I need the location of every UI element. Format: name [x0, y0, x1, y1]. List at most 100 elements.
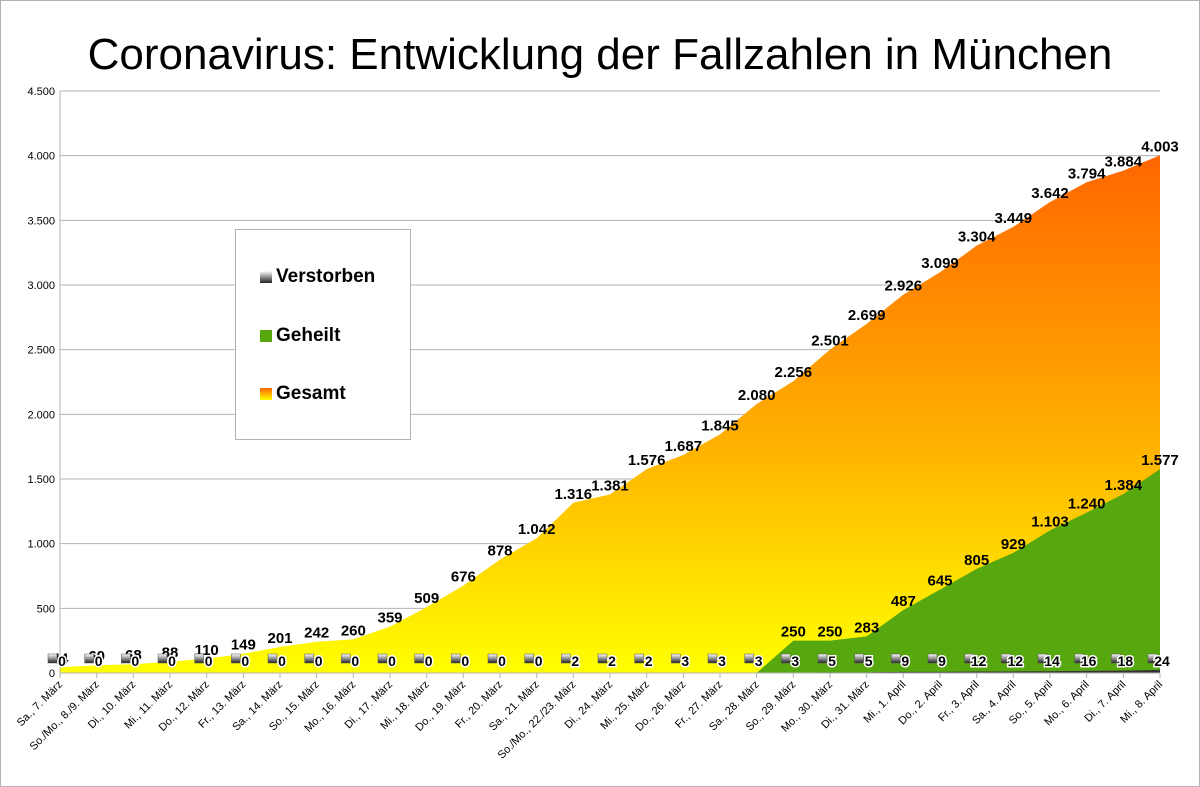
marker-verstorben: [157, 653, 168, 664]
data-label-verstorben: 12: [971, 653, 987, 669]
y-tick-label: 2.000: [27, 409, 55, 421]
data-labels: 44 60 68 88 110 149 201 242 2603595096768781.042…: [47, 138, 1179, 671]
data-label-verstorben: 9: [938, 653, 946, 669]
data-label-verstorben: 0: [95, 653, 103, 669]
data-label-verstorben: 0: [58, 653, 66, 669]
data-label-gesamt: 878: [487, 542, 512, 559]
data-label-geheilt: 250: [817, 624, 842, 641]
data-label-verstorben: 0: [498, 653, 506, 669]
data-label-gesamt: 1.687: [665, 438, 703, 455]
y-tick-label: 0: [49, 668, 55, 680]
data-label-verstorben: 2: [608, 653, 616, 669]
data-label-verstorben: 0: [425, 653, 433, 669]
marker-verstorben: [744, 653, 754, 664]
data-label-gesamt: 4.003: [1141, 138, 1179, 155]
data-label-verstorben: 12: [1008, 653, 1024, 669]
marker-verstorben: [487, 653, 498, 664]
data-label-geheilt: 645: [927, 573, 952, 590]
data-label-gesamt: 1.845: [701, 417, 739, 434]
marker-verstorben: [194, 653, 204, 664]
y-tick-label: 1.000: [27, 539, 55, 551]
legend-item-gesamt: Gesamt: [260, 383, 346, 405]
data-label-gesamt: 3.099: [921, 255, 959, 272]
data-label-verstorben: 5: [828, 653, 836, 669]
marker-verstorben: [597, 653, 608, 664]
data-label-gesamt: 242: [304, 625, 329, 642]
data-label-geheilt: 1.577: [1141, 452, 1179, 469]
data-label-gesamt: 1.576: [628, 452, 666, 469]
data-label-verstorben: 16: [1081, 653, 1097, 669]
data-label-gesamt: 676: [451, 569, 476, 586]
data-label-geheilt: 805: [964, 552, 989, 569]
marker-verstorben: [1111, 653, 1121, 664]
data-label-verstorben: 0: [315, 653, 323, 669]
marker-verstorben: [47, 653, 58, 664]
data-label-gesamt: 1.316: [555, 486, 593, 503]
data-label-geheilt: 250: [781, 624, 806, 641]
marker-verstorben: [927, 653, 938, 664]
series-area-geheilt: [60, 469, 1160, 673]
data-label-gesamt: 2.256: [775, 364, 813, 381]
marker-verstorben: [781, 653, 791, 664]
data-label-verstorben: 3: [681, 653, 689, 669]
data-label-verstorben: 5: [865, 653, 873, 669]
legend-swatch-verstorben: [260, 271, 272, 283]
data-label-verstorben: 0: [351, 653, 359, 669]
data-label-gesamt: 2.501: [811, 333, 849, 350]
legend-label-gesamt: Gesamt: [276, 383, 346, 404]
legend-label-verstorben: Verstorben: [276, 266, 376, 287]
data-label-gesamt: 1.381: [591, 477, 629, 494]
legend-swatch-gesamt: [260, 388, 272, 400]
data-label-gesamt: 2.699: [848, 307, 886, 324]
data-label-geheilt: 1.240: [1068, 496, 1106, 513]
data-label-gesamt: 2.926: [885, 278, 923, 295]
data-label-verstorben: 0: [461, 653, 469, 669]
data-label-verstorben: 0: [205, 653, 213, 669]
data-label-verstorben: 2: [571, 653, 579, 669]
legend-label-geheilt: Geheilt: [276, 325, 341, 346]
chart-title: Coronavirus: Entwicklung der Fallzahlen …: [87, 30, 1113, 79]
data-label-verstorben: 3: [718, 653, 726, 669]
data-label-gesamt: 3.642: [1031, 185, 1069, 202]
y-tick-label: 500: [37, 603, 55, 615]
data-label-gesamt: 260: [341, 622, 366, 639]
legend: Verstorben Geheilt Gesamt: [235, 229, 411, 440]
y-tick-label: 3.000: [27, 280, 55, 292]
y-tick-label: 1.500: [27, 474, 55, 486]
marker-verstorben: [561, 653, 571, 664]
data-label-gesamt: 201: [267, 630, 292, 647]
data-label-verstorben: 0: [131, 653, 139, 669]
marker-verstorben: [817, 653, 828, 664]
y-tick-label: 4.500: [27, 86, 55, 98]
series-area-gesamt: [60, 155, 1160, 673]
marker-verstorben: [891, 653, 901, 664]
marker-verstorben: [854, 653, 864, 664]
marker-verstorben: [634, 653, 644, 664]
data-label-gesamt: 3.304: [958, 229, 996, 246]
marker-verstorben: [231, 653, 241, 664]
y-tick-label: 4.000: [27, 151, 55, 163]
data-label-verstorben: 3: [791, 653, 799, 669]
data-label-verstorben: 2: [645, 653, 653, 669]
marker-verstorben: [671, 653, 681, 664]
marker-verstorben: [707, 653, 718, 664]
data-label-gesamt: 3.449: [995, 210, 1033, 227]
data-label-geheilt: 1.103: [1031, 513, 1069, 530]
data-label-verstorben: 24: [1154, 653, 1170, 669]
data-label-verstorben: 18: [1118, 653, 1134, 669]
legend-item-verstorben: Verstorben: [260, 266, 375, 288]
data-label-gesamt: 1.042: [518, 521, 556, 538]
marker-verstorben: [414, 653, 424, 664]
data-label-geheilt: 1.384: [1105, 477, 1143, 494]
marker-verstorben: [964, 653, 974, 664]
data-label-geheilt: 487: [891, 593, 916, 610]
marker-verstorben: [524, 653, 534, 664]
marker-verstorben: [377, 653, 388, 664]
legend-item-geheilt: Geheilt: [260, 325, 340, 347]
data-label-verstorben: 3: [755, 653, 763, 669]
marker-verstorben: [1001, 653, 1011, 664]
marker-verstorben: [451, 653, 461, 664]
data-label-verstorben: 9: [901, 653, 909, 669]
x-tick-label: So./Mo., 8./9. März: [28, 679, 102, 753]
